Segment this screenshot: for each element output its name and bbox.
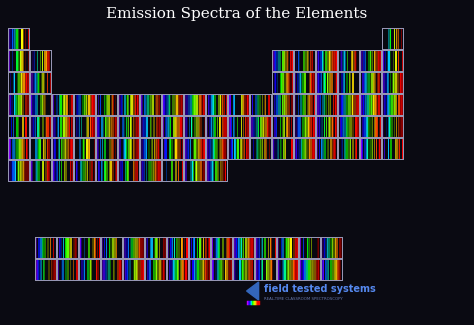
Text: field tested systems: field tested systems	[264, 284, 375, 294]
Polygon shape	[246, 282, 259, 300]
Text: Emission Spectra of the Elements: Emission Spectra of the Elements	[106, 7, 368, 21]
Text: REAL-TIME CLASSROOM SPECTROSCOPY: REAL-TIME CLASSROOM SPECTROSCOPY	[264, 297, 342, 301]
